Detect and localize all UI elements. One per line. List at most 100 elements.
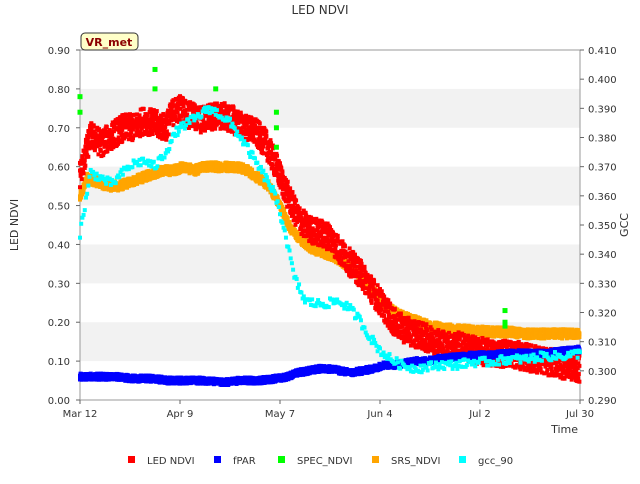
data-point xyxy=(264,141,269,146)
data-point xyxy=(300,221,305,226)
data-point xyxy=(169,117,174,122)
data-point xyxy=(249,116,254,121)
data-point xyxy=(357,283,362,288)
data-point xyxy=(289,197,294,202)
data-point xyxy=(408,334,413,339)
data-point xyxy=(285,187,290,192)
data-point xyxy=(404,332,409,337)
data-point xyxy=(208,113,213,118)
data-point xyxy=(513,365,518,370)
data-point xyxy=(275,195,280,200)
data-point xyxy=(371,287,376,292)
data-point xyxy=(347,246,352,251)
data-point xyxy=(285,184,290,189)
data-point xyxy=(362,267,367,272)
data-point xyxy=(287,219,292,224)
data-point xyxy=(280,204,285,209)
data-point xyxy=(516,345,521,350)
data-point xyxy=(90,139,95,144)
data-point xyxy=(387,326,392,331)
data-point xyxy=(130,127,135,132)
data-point xyxy=(244,113,249,118)
data-point xyxy=(382,309,387,314)
data-point xyxy=(516,340,521,345)
data-point xyxy=(154,109,159,114)
data-point xyxy=(96,152,101,157)
data-point xyxy=(332,240,337,245)
data-point xyxy=(250,119,255,124)
data-point xyxy=(168,102,173,107)
data-point xyxy=(154,125,159,130)
data-point xyxy=(178,106,183,111)
data-point xyxy=(219,120,224,125)
data-point xyxy=(390,327,395,332)
data-point xyxy=(547,363,552,368)
data-point xyxy=(441,330,446,335)
data-point xyxy=(104,142,109,147)
data-point xyxy=(367,288,372,293)
data-point xyxy=(536,345,541,350)
data-point xyxy=(111,129,116,134)
data-point xyxy=(301,208,306,213)
data-point xyxy=(180,161,185,166)
data-point xyxy=(528,369,533,374)
data-point xyxy=(119,130,124,135)
data-point xyxy=(151,117,156,122)
data-point xyxy=(416,322,421,327)
data-point xyxy=(513,341,518,346)
data-point xyxy=(352,262,357,267)
data-point xyxy=(358,258,363,263)
data-point xyxy=(84,150,89,155)
data-point xyxy=(392,324,397,329)
data-point xyxy=(163,124,168,129)
data-point xyxy=(303,211,308,216)
data-point xyxy=(455,342,460,347)
data-point xyxy=(244,132,249,137)
data-point xyxy=(538,367,543,372)
data-point xyxy=(83,163,88,168)
data-point xyxy=(392,307,397,312)
data-point xyxy=(279,183,284,188)
data-point xyxy=(372,281,377,286)
data-point xyxy=(99,129,104,134)
data-point xyxy=(473,337,478,342)
data-point xyxy=(116,127,121,132)
data-point xyxy=(248,134,253,139)
data-point xyxy=(173,114,178,119)
data-point xyxy=(258,137,263,142)
data-point xyxy=(148,127,153,132)
data-point xyxy=(148,107,153,112)
data-point xyxy=(412,338,417,343)
data-point xyxy=(250,125,255,130)
data-point xyxy=(529,343,534,348)
data-point xyxy=(224,122,229,127)
data-point xyxy=(80,168,85,173)
data-point xyxy=(533,344,538,349)
data-point xyxy=(80,154,85,159)
data-point xyxy=(310,220,315,225)
data-point xyxy=(276,178,281,183)
data-point xyxy=(228,104,232,109)
data-point xyxy=(79,177,84,182)
data-point xyxy=(485,344,490,349)
data-point xyxy=(294,198,299,203)
data-point xyxy=(195,121,200,126)
data-point xyxy=(381,297,386,302)
data-point xyxy=(144,128,149,133)
data-point xyxy=(91,129,96,134)
data-point xyxy=(437,338,442,343)
data-point xyxy=(485,332,490,337)
data-point xyxy=(283,211,288,216)
data-point xyxy=(261,144,266,149)
data-point xyxy=(98,148,103,153)
data-point xyxy=(454,338,459,343)
data-point xyxy=(426,349,431,354)
data-point xyxy=(360,281,365,286)
data-point xyxy=(419,327,424,332)
data-point xyxy=(451,338,456,343)
data-point xyxy=(359,263,364,268)
data-point xyxy=(219,105,224,110)
data-point xyxy=(382,313,387,318)
data-point xyxy=(320,226,325,231)
